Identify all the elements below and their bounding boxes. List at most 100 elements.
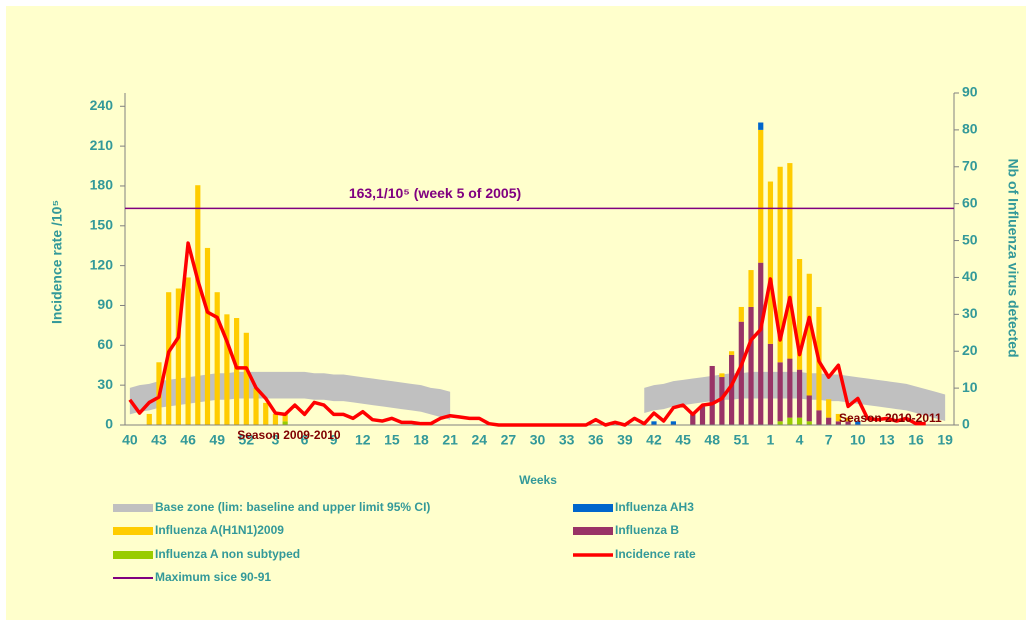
x-tick-label: 19 [937, 432, 953, 448]
bar [758, 262, 764, 425]
x-tick-label: 3 [272, 432, 280, 448]
maximum-label: 163,1/10⁵ (week 5 of 2005) [349, 185, 521, 201]
bar [796, 417, 803, 425]
bar [826, 417, 832, 425]
y-tick-label: 180 [90, 177, 114, 193]
y2-tick-label: 50 [962, 231, 978, 247]
bar [845, 417, 851, 422]
bar [826, 399, 832, 418]
x-tick-label: 46 [180, 432, 196, 448]
x-tick-label: 33 [559, 432, 575, 448]
y2-tick-label: 0 [962, 416, 970, 432]
bar [758, 129, 764, 263]
legend-label: Maximum sice 90-91 [155, 570, 271, 584]
bar [263, 402, 269, 425]
bar [855, 421, 861, 425]
y2-tick-label: 40 [962, 268, 978, 284]
y2-tick-label: 90 [962, 84, 978, 100]
bar [796, 369, 803, 418]
x-tick-label: 12 [355, 432, 371, 448]
y2-tick-label: 20 [962, 342, 978, 358]
y2-tick-label: 10 [962, 379, 978, 395]
x-tick-label: 49 [209, 432, 225, 448]
x-tick-label: 7 [825, 432, 833, 448]
x-axis-label: Weeks [519, 473, 557, 487]
x-tick-label: 30 [530, 432, 546, 448]
bar [806, 395, 812, 422]
x-tick-label: 13 [879, 432, 895, 448]
legend-swatch [573, 527, 613, 535]
annotation: Season 2009-2010 [237, 428, 341, 442]
x-tick-label: 45 [675, 432, 691, 448]
bar [767, 181, 774, 344]
y2-tick-label: 60 [962, 194, 978, 210]
bar [719, 377, 725, 425]
bar [175, 288, 181, 425]
bar [224, 314, 230, 425]
x-tick-label: 51 [734, 432, 750, 448]
legend-label: Influenza B [615, 523, 679, 537]
y-tick-label: 120 [90, 256, 114, 272]
legend-label: Influenza AH3 [615, 500, 694, 514]
x-tick-label: 39 [617, 432, 633, 448]
x-tick-label: 24 [471, 432, 487, 448]
bar [845, 421, 851, 425]
bar [787, 358, 793, 418]
bar [185, 277, 191, 425]
y2-axis-label: Nb of Influenza virus detected [1005, 158, 1021, 357]
x-tick-label: 1 [767, 432, 775, 448]
bar [738, 321, 744, 425]
bar [758, 122, 764, 130]
bar [234, 318, 240, 425]
bar [806, 273, 812, 396]
y-tick-label: 60 [97, 336, 113, 352]
incidence-line [128, 241, 926, 427]
x-tick-label: 6 [301, 432, 309, 448]
bar [204, 247, 211, 425]
y-tick-label: 0 [105, 416, 113, 432]
x-tick-label: 27 [501, 432, 517, 448]
bar [729, 351, 735, 355]
x-tick-label: 42 [646, 432, 662, 448]
bar [748, 306, 754, 425]
y-tick-label: 210 [90, 137, 114, 153]
legend-swatch [113, 504, 153, 512]
bar [214, 292, 220, 425]
bar [787, 163, 793, 359]
x-tick-label: 9 [330, 432, 338, 448]
legend-swatch [573, 504, 613, 512]
bar [195, 185, 201, 425]
bar [767, 343, 774, 425]
y-tick-label: 240 [90, 97, 114, 113]
y2-tick-label: 30 [962, 305, 978, 321]
bar [651, 421, 657, 425]
x-tick-label: 18 [413, 432, 429, 448]
y2-tick-label: 70 [962, 157, 978, 173]
legend-label: Base zone (lim: baseline and upper limit… [155, 500, 430, 514]
y-tick-label: 150 [90, 217, 114, 233]
x-tick-label: 10 [850, 432, 866, 448]
x-tick-label: 21 [442, 432, 458, 448]
bar [709, 365, 715, 425]
bar [777, 421, 783, 425]
bar [835, 421, 841, 425]
bar [272, 413, 279, 425]
bar [748, 270, 754, 307]
annotation: Season 2010-2011 [839, 411, 942, 425]
bar [146, 413, 152, 425]
bar [699, 406, 706, 425]
legend-swatch [113, 527, 153, 535]
x-tick-label: 36 [588, 432, 604, 448]
bar [282, 413, 288, 422]
x-tick-label: 4 [796, 432, 804, 448]
x-tick-label: 52 [239, 432, 255, 448]
bar [243, 332, 249, 425]
bar [690, 413, 696, 425]
bar [796, 259, 803, 370]
bar [777, 166, 783, 363]
x-tick-label: 40 [122, 432, 138, 448]
legend-swatch [113, 551, 153, 559]
x-tick-label: 16 [908, 432, 924, 448]
legend-label: Incidence rate [615, 547, 696, 561]
